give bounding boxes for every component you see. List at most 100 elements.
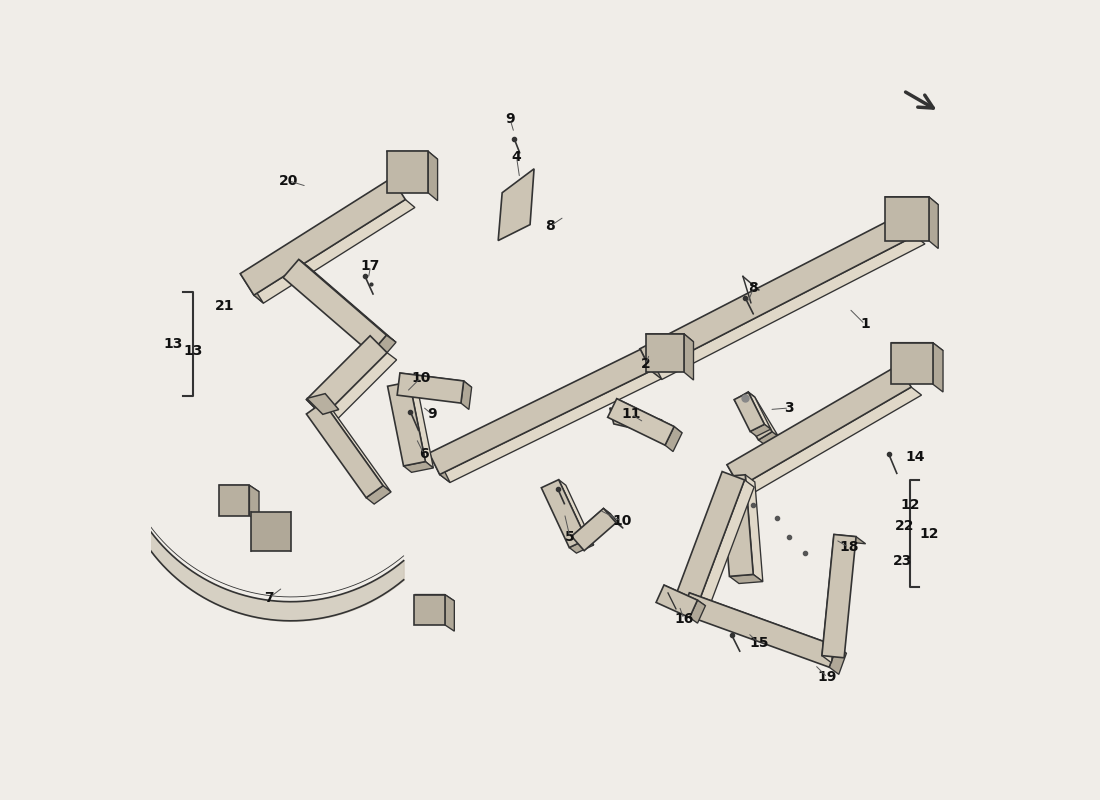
Polygon shape [440,371,661,482]
Polygon shape [829,646,846,674]
Text: 17: 17 [361,259,381,273]
Polygon shape [444,594,454,631]
Text: 18: 18 [839,541,859,554]
Polygon shape [219,486,258,492]
Polygon shape [323,402,390,492]
Polygon shape [541,480,586,547]
Polygon shape [696,480,755,614]
Polygon shape [729,574,762,583]
Text: 9: 9 [427,407,437,422]
Polygon shape [572,508,610,542]
Text: 21: 21 [214,299,234,313]
Polygon shape [240,274,263,303]
Text: 23: 23 [893,554,912,568]
Polygon shape [409,382,433,468]
Text: 12: 12 [901,498,920,512]
Polygon shape [498,169,535,241]
Polygon shape [891,342,933,384]
Text: 6: 6 [419,447,429,462]
Polygon shape [740,387,922,494]
Polygon shape [607,398,674,445]
Polygon shape [604,508,624,528]
Polygon shape [891,342,943,350]
Polygon shape [727,465,750,494]
Text: 11: 11 [621,407,641,422]
Polygon shape [933,342,943,392]
Polygon shape [884,197,938,205]
Polygon shape [254,199,415,303]
Polygon shape [666,426,682,451]
Polygon shape [750,424,771,436]
Text: 15: 15 [749,636,769,650]
Polygon shape [682,593,837,667]
Polygon shape [722,474,754,576]
Polygon shape [429,453,450,482]
Polygon shape [572,508,616,550]
Polygon shape [690,600,705,623]
Polygon shape [656,585,697,618]
Polygon shape [283,259,386,354]
Text: 13: 13 [164,337,184,351]
Polygon shape [746,474,762,582]
Polygon shape [640,349,662,379]
Polygon shape [415,594,444,625]
Polygon shape [646,334,693,342]
Polygon shape [371,335,396,361]
Polygon shape [400,373,472,387]
Polygon shape [307,336,387,417]
Polygon shape [428,151,438,201]
Polygon shape [415,594,454,601]
Polygon shape [664,585,705,606]
Polygon shape [250,486,258,522]
Polygon shape [404,462,433,472]
Text: 10: 10 [612,514,631,528]
Text: 8: 8 [748,282,758,295]
Polygon shape [748,393,771,429]
Polygon shape [429,350,651,474]
Text: 5: 5 [565,530,575,544]
Text: 22: 22 [895,519,914,533]
Text: 19: 19 [817,670,837,685]
Polygon shape [834,534,866,544]
Polygon shape [461,381,472,410]
Polygon shape [651,236,925,379]
Polygon shape [734,393,764,431]
Polygon shape [251,512,290,551]
Polygon shape [822,534,844,662]
Polygon shape [323,353,397,424]
Polygon shape [219,486,250,515]
Polygon shape [674,471,745,607]
Polygon shape [307,394,339,414]
Polygon shape [617,398,682,433]
Text: 13: 13 [184,343,202,358]
Text: 3: 3 [784,401,794,415]
Polygon shape [609,408,666,436]
Polygon shape [646,334,684,372]
Text: 20: 20 [278,174,298,188]
Polygon shape [758,432,779,445]
Polygon shape [387,382,426,466]
Polygon shape [690,593,846,654]
Polygon shape [299,259,396,342]
Polygon shape [307,399,333,424]
Text: 10: 10 [411,370,430,385]
Polygon shape [397,373,464,403]
Polygon shape [727,365,911,486]
Text: 8: 8 [546,219,554,234]
Polygon shape [240,178,405,295]
Text: 4: 4 [512,150,521,164]
Polygon shape [386,151,428,193]
Polygon shape [748,392,779,437]
Polygon shape [884,197,928,241]
Polygon shape [559,480,594,545]
Polygon shape [640,214,914,371]
Polygon shape [735,392,772,440]
Text: 2: 2 [641,357,650,371]
Text: 14: 14 [905,450,925,464]
Text: 16: 16 [674,612,694,626]
Polygon shape [928,197,938,249]
Polygon shape [386,151,438,159]
Polygon shape [366,486,390,504]
Polygon shape [822,534,856,658]
Polygon shape [684,334,693,380]
